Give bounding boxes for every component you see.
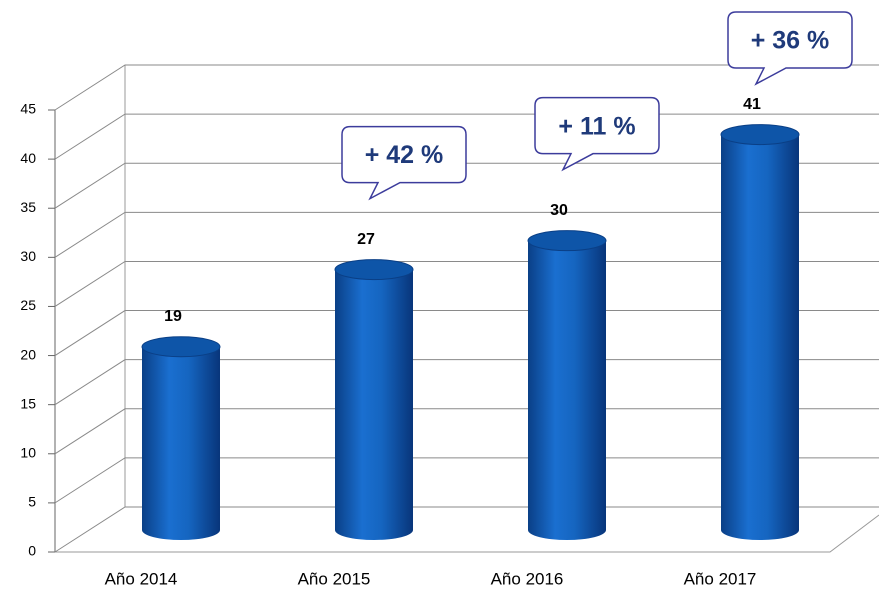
bar (142, 346, 220, 540)
x-tick-label: Año 2015 (298, 569, 371, 588)
grid-line (54, 64, 879, 111)
data-label: 41 (743, 96, 761, 113)
y-tick-label: 5 (28, 494, 36, 510)
callout (341, 125, 467, 201)
bar-top (141, 336, 221, 358)
grid-line (54, 408, 879, 455)
annotation: + 42 % (365, 141, 444, 169)
data-label: 27 (357, 231, 375, 248)
x-tick-label: Año 2016 (491, 569, 564, 588)
y-tick-label: 25 (20, 297, 36, 313)
x-tick-label: Año 2014 (105, 569, 178, 588)
bar (335, 269, 413, 540)
grid-line (54, 162, 879, 209)
y-tick-label: 40 (20, 150, 36, 166)
bar-top (720, 124, 800, 146)
grid-line (54, 359, 879, 406)
grid-line (54, 506, 879, 553)
bar-top (527, 230, 607, 252)
annotation: + 11 % (558, 112, 635, 140)
floor-edge (55, 514, 879, 553)
bar (528, 240, 606, 540)
y-tick-label: 30 (20, 248, 36, 264)
data-label: 19 (164, 308, 182, 325)
callout (727, 11, 853, 86)
x-tick-label: Año 2017 (684, 569, 757, 588)
grid-line (54, 457, 879, 504)
y-tick-label: 0 (28, 543, 36, 559)
y-tick-label: 15 (20, 395, 36, 411)
y-tick-label: 45 (20, 101, 36, 117)
grid-line (54, 310, 879, 356)
data-label: 30 (550, 202, 568, 219)
y-tick-label: 20 (20, 346, 36, 362)
y-tick-label: 35 (20, 199, 36, 215)
grid-line (54, 260, 879, 307)
bar-top (334, 259, 414, 281)
grid-line (54, 211, 879, 258)
y-tick-label: 10 (20, 444, 36, 460)
annotation: + 36 % (751, 27, 830, 55)
callout (534, 96, 660, 172)
bar (721, 134, 799, 541)
